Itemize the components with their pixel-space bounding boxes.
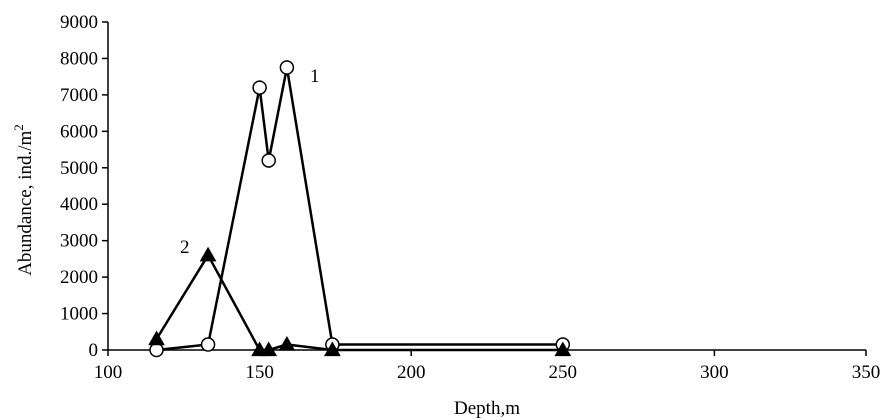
x-tick-label: 250 bbox=[549, 362, 578, 383]
data-point-triangle bbox=[148, 330, 165, 346]
series-1 bbox=[149, 60, 571, 358]
series-2 bbox=[148, 246, 572, 357]
x-tick-label: 300 bbox=[700, 362, 729, 383]
x-tick-label: 350 bbox=[852, 362, 881, 383]
data-point-circle bbox=[279, 60, 295, 75]
series-layer bbox=[148, 60, 572, 358]
series-1-line bbox=[156, 66, 563, 352]
y-tick-label: 2000 bbox=[60, 267, 98, 288]
data-point-circle bbox=[252, 80, 267, 95]
y-ticks: 0 1000 2000 3000 4000 5000 6000 7000 8000 9000 bbox=[60, 12, 108, 361]
data-point-circle bbox=[200, 337, 216, 352]
data-point-triangle bbox=[324, 341, 341, 357]
data-point-circle bbox=[149, 342, 164, 358]
y-tick-label: 8000 bbox=[60, 48, 98, 69]
y-axis-title-superscript: 2 bbox=[11, 124, 26, 131]
x-tick-label: 100 bbox=[94, 362, 123, 383]
y-tick-label: 3000 bbox=[60, 231, 98, 252]
y-tick-label: 1000 bbox=[60, 304, 98, 325]
y-axis-title: Abundance, ind./m2 bbox=[11, 124, 36, 276]
x-tick-label: 200 bbox=[397, 362, 426, 383]
data-point-triangle bbox=[199, 246, 217, 262]
y-tick-label: 4000 bbox=[60, 194, 98, 215]
data-point-triangle bbox=[554, 341, 572, 357]
axes bbox=[107, 22, 866, 351]
x-axis-title: Depth,m bbox=[454, 398, 520, 419]
y-tick-label: 5000 bbox=[60, 158, 98, 179]
series-1-label: 1 bbox=[310, 66, 320, 87]
x-tick-label: 150 bbox=[245, 362, 274, 383]
y-tick-label: 0 bbox=[89, 340, 99, 361]
data-point-triangle bbox=[260, 341, 278, 357]
y-tick-label: 9000 bbox=[60, 12, 98, 33]
series-2-label: 2 bbox=[180, 237, 190, 258]
y-tick-label: 6000 bbox=[60, 121, 98, 142]
y-axis-title-text: Abundance, ind./m bbox=[15, 130, 36, 275]
data-point-triangle bbox=[278, 336, 296, 351]
data-point-circle bbox=[261, 153, 276, 168]
y-tick-label: 7000 bbox=[60, 85, 98, 106]
x-ticks: 100 150 200 250 300 350 bbox=[94, 350, 881, 383]
